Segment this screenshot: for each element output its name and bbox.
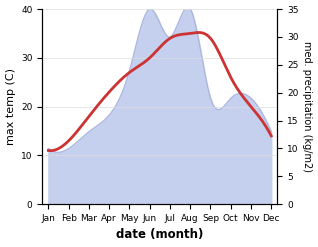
Y-axis label: max temp (C): max temp (C) [5, 68, 16, 145]
Y-axis label: med. precipitation (kg/m2): med. precipitation (kg/m2) [302, 41, 313, 172]
X-axis label: date (month): date (month) [116, 228, 204, 242]
